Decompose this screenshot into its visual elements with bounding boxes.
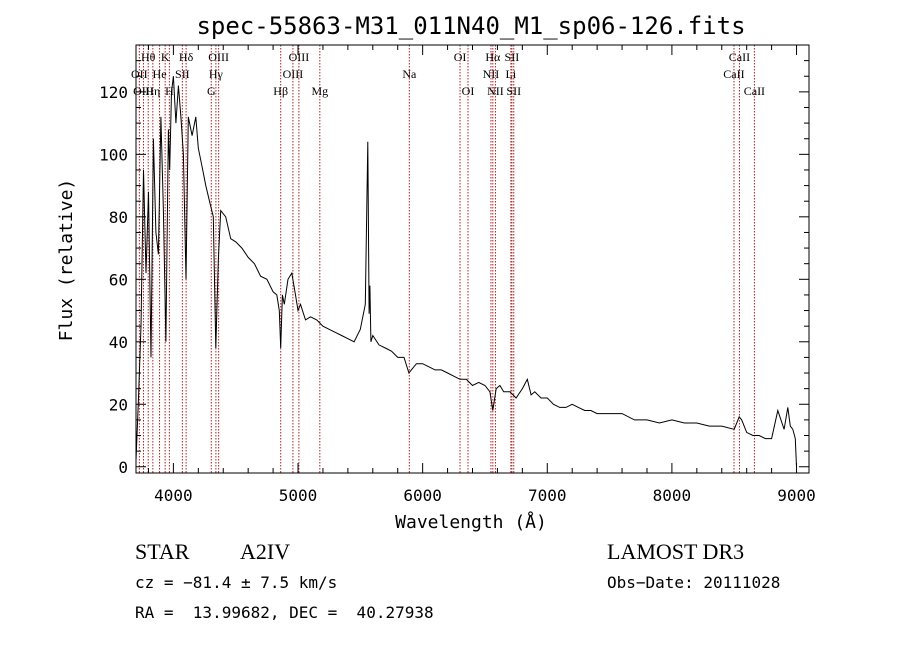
line-label-6: H	[165, 84, 174, 98]
x-axis: 4000 5000 6000 7000 8000 9000	[147, 45, 816, 505]
x-tick-label-5000: 5000	[279, 486, 318, 505]
line-label-20: NII	[483, 67, 500, 81]
line-label-19: Hα	[485, 50, 501, 64]
x-axis-label: Wavelength (Å)	[395, 511, 547, 533]
ra-dec-coordinates: RA = 13.99682, DEC = 40.27938	[135, 603, 434, 622]
line-label-11: G	[207, 84, 216, 98]
plot-frame	[135, 44, 810, 474]
redshift-cz: cz = −81.4 ± 7.5 km/s	[135, 573, 338, 592]
survey-name: LAMOST DR3	[607, 539, 745, 564]
x-tick-label-4000: 4000	[154, 486, 193, 505]
line-label-9: OIII	[208, 50, 229, 64]
line-label-22: SII	[505, 50, 520, 64]
line-label-14: OIII	[283, 67, 304, 81]
object-subclass: A2IV	[240, 539, 291, 564]
spectral-line-markers	[138, 45, 755, 473]
line-label-2: OIII	[133, 84, 154, 98]
y-tick-label-120: 120	[99, 83, 128, 102]
line-label-17: OI	[454, 50, 467, 64]
y-tick-label-20: 20	[109, 395, 128, 414]
line-label-15: Mg	[311, 84, 328, 98]
y-tick-label-100: 100	[99, 145, 128, 164]
line-label-4: He	[153, 67, 167, 81]
line-label-8: Hδ	[179, 50, 194, 64]
line-label-5: K	[161, 50, 170, 64]
line-label-13: OIII	[289, 50, 310, 64]
object-class: STAR	[135, 539, 190, 564]
y-tick-label-60: 60	[109, 270, 128, 289]
y-tick-label-40: 40	[109, 333, 128, 352]
x-tick-label-8000: 8000	[653, 486, 692, 505]
observation-date: Obs−Date: 20111028	[607, 573, 781, 592]
line-label-12: Hβ	[273, 84, 288, 98]
line-label-23: Li	[506, 67, 517, 81]
line-label-7: SII	[175, 67, 190, 81]
x-tick-label-7000: 7000	[528, 486, 567, 505]
y-tick-label-80: 80	[109, 208, 128, 227]
spectrum-series-line	[135, 76, 797, 467]
line-label-1: OII	[131, 67, 148, 81]
line-label-24: SII	[506, 84, 521, 98]
y-tick-label-0: 0	[118, 458, 128, 477]
line-label-16: Na	[402, 67, 417, 81]
line-label-3: Hη	[145, 84, 160, 98]
line-label-25: CaII	[729, 50, 750, 64]
x-tick-label-6000: 6000	[403, 486, 442, 505]
line-label-0: Hθ	[141, 50, 156, 64]
line-label-26: CaII	[723, 67, 744, 81]
y-axis-label: Flux (relative)	[56, 179, 77, 342]
line-label-27: CaII	[744, 84, 765, 98]
line-label-18: OI	[462, 84, 475, 98]
line-label-10: Hγ	[209, 67, 224, 81]
line-label-21: NII	[487, 84, 504, 98]
chart-title: spec-55863-M31_011N40_M1_sp06-126.fits	[196, 12, 745, 40]
x-tick-label-9000: 9000	[777, 486, 816, 505]
y-axis: 0 20 40 60 80 100 120	[99, 60, 809, 477]
